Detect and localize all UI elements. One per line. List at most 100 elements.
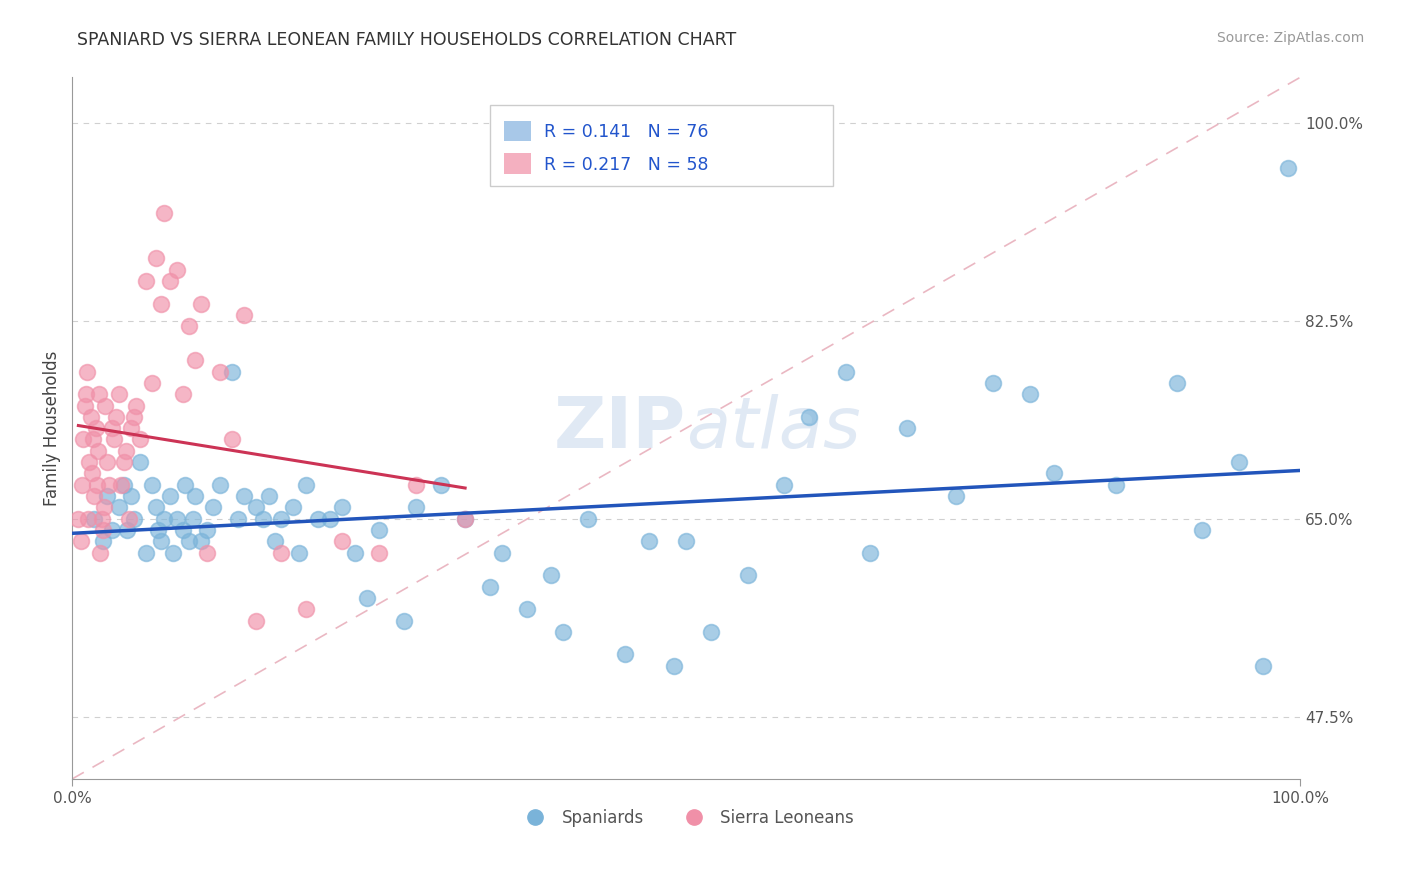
Text: ZIP: ZIP: [554, 393, 686, 463]
Point: [1277, 161, 1299, 175]
Point: [82, 433, 104, 447]
Point: [343, 546, 366, 560]
Point: [392, 614, 415, 628]
Point: [73, 399, 96, 413]
Point: [80, 467, 103, 481]
Point: [288, 546, 311, 560]
Point: [87, 443, 110, 458]
Point: [294, 602, 316, 616]
Point: [75, 387, 97, 401]
Point: [166, 511, 188, 525]
Point: [184, 489, 207, 503]
Point: [859, 546, 882, 560]
Point: [515, 602, 537, 616]
Point: [195, 546, 218, 560]
Text: R = 0.217   N = 58: R = 0.217 N = 58: [544, 156, 709, 174]
Point: [93, 500, 115, 515]
Bar: [489, 105, 834, 186]
Point: [576, 511, 599, 525]
Legend: Spaniards, Sierra Leoneans: Spaniards, Sierra Leoneans: [512, 803, 860, 834]
Point: [83, 489, 105, 503]
Point: [270, 511, 292, 525]
Point: [257, 489, 280, 503]
Point: [86, 477, 108, 491]
Point: [72, 433, 94, 447]
Point: [181, 511, 204, 525]
Point: [252, 511, 274, 525]
Point: [270, 546, 292, 560]
Point: [120, 421, 142, 435]
Point: [773, 477, 796, 491]
Point: [110, 477, 132, 491]
Point: [70, 477, 93, 491]
Bar: [505, 120, 531, 141]
Point: [294, 477, 316, 491]
Point: [454, 511, 477, 525]
Point: [233, 308, 256, 322]
Point: [172, 387, 194, 401]
Point: [174, 477, 197, 491]
Point: [122, 409, 145, 424]
Point: [981, 376, 1004, 390]
Point: [96, 455, 118, 469]
Point: [135, 274, 157, 288]
Point: [120, 489, 142, 503]
Point: [100, 421, 122, 435]
Point: [1227, 455, 1250, 469]
Point: [221, 433, 243, 447]
Point: [675, 534, 697, 549]
Point: [100, 523, 122, 537]
Point: [145, 252, 167, 266]
Point: [67, 511, 90, 525]
Point: [245, 500, 267, 515]
Point: [135, 546, 157, 560]
Point: [190, 534, 212, 549]
Point: [638, 534, 661, 549]
Point: [128, 455, 150, 469]
Point: [1105, 477, 1128, 491]
Point: [356, 591, 378, 605]
Point: [662, 658, 685, 673]
Point: [233, 489, 256, 503]
Point: [368, 546, 391, 560]
Point: [368, 523, 391, 537]
Point: [125, 399, 148, 413]
Point: [115, 443, 138, 458]
Point: [1191, 523, 1213, 537]
Point: [202, 500, 225, 515]
Point: [1043, 467, 1066, 481]
Point: [454, 511, 477, 525]
Point: [1251, 658, 1274, 673]
Point: [226, 511, 249, 525]
Point: [208, 477, 231, 491]
Point: [89, 546, 111, 560]
Point: [112, 477, 135, 491]
Point: [208, 365, 231, 379]
Point: [98, 477, 121, 491]
Point: [319, 511, 342, 525]
Point: [283, 500, 305, 515]
Point: [117, 523, 139, 537]
Point: [699, 624, 721, 639]
Point: [491, 546, 513, 560]
Point: [76, 365, 98, 379]
Point: [177, 534, 200, 549]
Point: [162, 546, 184, 560]
Point: [153, 511, 176, 525]
Point: [90, 511, 112, 525]
Text: Source: ZipAtlas.com: Source: ZipAtlas.com: [1216, 31, 1364, 45]
Point: [112, 455, 135, 469]
Text: R = 0.141   N = 76: R = 0.141 N = 76: [544, 123, 709, 141]
Point: [553, 624, 575, 639]
Point: [177, 319, 200, 334]
Point: [141, 477, 163, 491]
Point: [172, 523, 194, 537]
Point: [108, 387, 131, 401]
Point: [79, 455, 101, 469]
Point: [103, 433, 125, 447]
Point: [122, 511, 145, 525]
Point: [108, 500, 131, 515]
Point: [145, 500, 167, 515]
Point: [77, 511, 100, 525]
Y-axis label: Family Households: Family Households: [44, 351, 60, 506]
